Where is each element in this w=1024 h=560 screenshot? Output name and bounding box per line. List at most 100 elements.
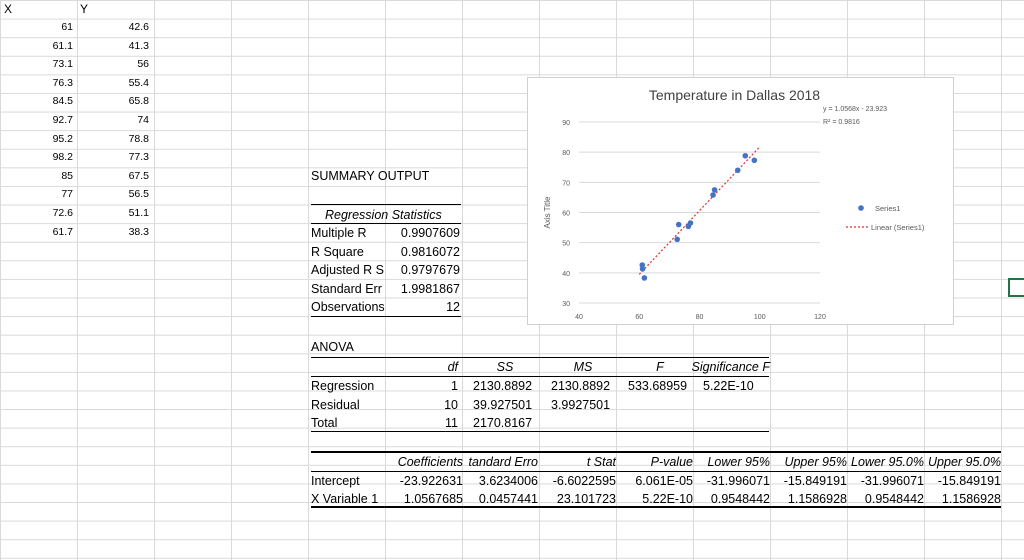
y-tick-label: 30: [562, 301, 570, 308]
coef-row-label[interactable]: X Variable 1: [311, 491, 379, 506]
anova-cell[interactable]: 10: [444, 397, 458, 412]
stat-value[interactable]: 0.9907609: [400, 226, 460, 240]
coef-cell[interactable]: 1.1586928: [787, 491, 847, 506]
scatter-point: [639, 266, 646, 272]
cell-y[interactable]: 51.1: [128, 207, 149, 219]
stat-label[interactable]: Adjusted R S: [311, 263, 384, 277]
coef-cell[interactable]: -15.849191: [783, 474, 847, 488]
anova-header: MS: [573, 360, 593, 374]
scatter-point: [687, 220, 694, 226]
coef-cell[interactable]: -23.922631: [399, 474, 463, 488]
stat-value[interactable]: 1.9981867: [400, 281, 460, 296]
coef-bottom-rule: [311, 506, 1001, 508]
coef-header: tandard Erro: [468, 455, 538, 469]
x-tick-label: 40: [575, 314, 583, 321]
coef-cell[interactable]: 23.101723: [556, 491, 616, 506]
stat-value[interactable]: 12: [446, 300, 460, 314]
cell-y[interactable]: 65.8: [128, 95, 149, 108]
y-tick-label: 50: [562, 241, 570, 248]
coef-cell[interactable]: 0.9548442: [710, 491, 770, 506]
anova-header: df: [447, 360, 458, 374]
coef-row-label[interactable]: Intercept: [311, 474, 360, 488]
cell-x[interactable]: 84.5: [52, 95, 73, 108]
anova-cell[interactable]: 533.68959: [628, 379, 688, 393]
coef-cell[interactable]: -31.996071: [860, 474, 924, 488]
stats-top-rule: [311, 204, 461, 205]
anova-row-label[interactable]: Total: [311, 416, 338, 430]
anova-row-label[interactable]: Residual: [311, 397, 360, 412]
stat-label[interactable]: Multiple R: [311, 226, 367, 240]
cell-x[interactable]: 61.7: [52, 225, 73, 238]
cell-x[interactable]: 61: [61, 21, 73, 33]
stat-label[interactable]: Standard Err: [311, 281, 382, 296]
coef-header: Coefficients: [397, 455, 463, 469]
legend-series-label: Series1: [875, 204, 900, 213]
anova-cell[interactable]: 2170.8167: [473, 416, 533, 430]
anova-row-label[interactable]: Regression: [311, 379, 375, 393]
coef-cell[interactable]: 1.0567685: [403, 491, 463, 506]
cell-x[interactable]: 95.2: [52, 132, 73, 145]
coef-header: Upper 95.0%: [928, 455, 1001, 469]
coef-cell[interactable]: 5.22E-10: [642, 491, 693, 506]
cell-y[interactable]: 74: [137, 114, 149, 126]
anova-header: SS: [496, 360, 514, 374]
cell-y[interactable]: 56.5: [128, 188, 149, 201]
scatter-point: [734, 167, 741, 174]
anova-cell[interactable]: 3.9927501: [551, 397, 611, 412]
coef-cell[interactable]: -31.996071: [706, 474, 770, 488]
cell-y[interactable]: 55.4: [128, 76, 149, 89]
selected-cell[interactable]: [1008, 278, 1024, 297]
anova-cell[interactable]: 1: [451, 379, 458, 393]
anova-cell[interactable]: 39.927501: [473, 397, 533, 412]
cell-y[interactable]: 42.6: [128, 21, 149, 33]
anova-cell[interactable]: 5.22E-10: [703, 379, 754, 393]
column-header-y: Y: [80, 2, 89, 16]
cell-x[interactable]: 61.1: [52, 39, 73, 52]
coef-cell[interactable]: -15.849191: [937, 474, 1001, 488]
coef-cell[interactable]: 0.0457441: [478, 491, 538, 506]
y-axis-title: Axis Title: [543, 196, 552, 229]
cell-x[interactable]: 73.1: [52, 58, 73, 71]
coef-cell[interactable]: 1.1586928: [941, 491, 1001, 506]
x-tick-label: 60: [635, 314, 643, 321]
cell-y[interactable]: 38.3: [128, 225, 149, 238]
scatter-point: [641, 275, 648, 281]
anova-bottom-rule: [311, 431, 769, 432]
coef-header: t Stat: [586, 455, 616, 469]
anova-cell[interactable]: 2130.8892: [473, 379, 533, 393]
scatter-chart[interactable]: Temperature in Dallas 2018 30 40 50 60 70 80 90…: [527, 77, 954, 325]
cell-x[interactable]: 76.3: [52, 76, 73, 89]
cell-y[interactable]: 77.3: [128, 151, 149, 164]
coef-cell[interactable]: 6.061E-05: [635, 474, 693, 488]
cell-x[interactable]: 98.2: [52, 151, 73, 164]
cell-x[interactable]: 92.7: [52, 114, 73, 126]
cell-y[interactable]: 78.8: [128, 132, 149, 145]
coef-header: Upper 95%: [784, 455, 847, 469]
cell-y[interactable]: 41.3: [128, 39, 149, 52]
coef-top-rule: [311, 451, 1001, 453]
coef-cell[interactable]: 3.6234006: [478, 474, 538, 488]
cell-y[interactable]: 67.5: [128, 169, 149, 182]
trend-equation: y = 1.0568x - 23.923: [823, 106, 887, 113]
x-tick-label: 100: [754, 314, 766, 321]
anova-cell[interactable]: 11: [445, 416, 458, 430]
scatter-point: [674, 236, 681, 243]
cell-x[interactable]: 77: [61, 188, 73, 201]
regression-stats-title: Regression Statistics: [325, 208, 442, 222]
coef-cell[interactable]: 0.9548442: [864, 491, 924, 506]
coef-cell[interactable]: -6.6022595: [552, 474, 616, 488]
y-tick-label: 70: [562, 180, 570, 187]
stat-value[interactable]: 0.9797679: [400, 263, 460, 277]
scatter-point: [711, 187, 718, 193]
cell-y[interactable]: 56: [137, 58, 149, 71]
cell-x[interactable]: 85: [61, 169, 73, 182]
stat-label[interactable]: Observations: [311, 300, 385, 314]
stat-label[interactable]: R Square: [311, 244, 364, 259]
cell-x[interactable]: 72.6: [52, 207, 73, 219]
scatter-point: [710, 192, 716, 198]
y-tick-label: 80: [562, 150, 570, 157]
trend-r2: R² = 0.9816: [823, 119, 860, 126]
chart-svg: Temperature in Dallas 2018 30 40 50 60 70 80 90…: [543, 87, 925, 321]
stat-value[interactable]: 0.9816072: [400, 244, 460, 259]
anova-cell[interactable]: 2130.8892: [551, 379, 611, 393]
